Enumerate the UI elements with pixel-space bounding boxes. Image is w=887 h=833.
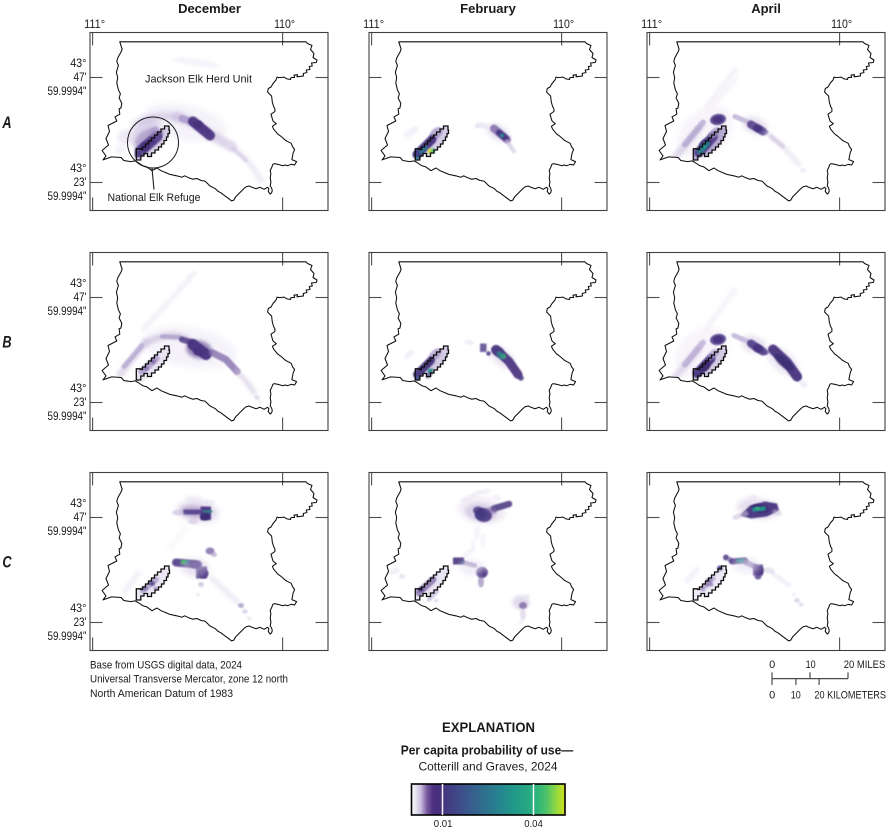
svg-text:Universal Transverse Mercator,: Universal Transverse Mercator, zone 12 n… (90, 674, 288, 686)
svg-text:59.9994": 59.9994" (48, 526, 87, 538)
svg-text:110°: 110° (831, 19, 852, 31)
svg-text:20 MILES: 20 MILES (844, 659, 886, 671)
svg-text:0.04: 0.04 (524, 818, 543, 830)
svg-text:December: December (178, 1, 241, 16)
svg-text:Jackson Elk Herd Unit: Jackson Elk Herd Unit (145, 74, 252, 86)
svg-text:43°: 43° (70, 383, 86, 395)
svg-text:43°: 43° (70, 163, 86, 175)
svg-text:111°: 111° (84, 19, 105, 31)
svg-text:April: April (751, 1, 781, 16)
svg-text:A: A (2, 114, 12, 132)
svg-text:February: February (460, 1, 516, 16)
svg-text:47': 47' (74, 72, 87, 84)
svg-text:43°: 43° (70, 603, 86, 615)
svg-text:Cotterill and Graves, 2024: Cotterill and Graves, 2024 (419, 760, 558, 774)
svg-text:110°: 110° (553, 19, 574, 31)
svg-text:111°: 111° (363, 19, 384, 31)
svg-text:23': 23' (74, 177, 87, 189)
svg-text:110°: 110° (274, 19, 295, 31)
svg-text:B: B (2, 334, 11, 352)
svg-text:111°: 111° (641, 19, 662, 31)
svg-text:43°: 43° (70, 58, 86, 70)
svg-text:10: 10 (791, 690, 801, 702)
svg-text:43°: 43° (70, 498, 86, 510)
svg-text:43°: 43° (70, 278, 86, 290)
svg-text:0: 0 (769, 659, 775, 671)
svg-text:23': 23' (74, 397, 87, 409)
svg-text:C: C (2, 554, 12, 572)
svg-text:47': 47' (74, 512, 87, 524)
svg-text:Per capita probability of use—: Per capita probability of use— (401, 743, 574, 758)
svg-text:23': 23' (74, 617, 87, 629)
svg-text:EXPLANATION: EXPLANATION (442, 720, 535, 735)
svg-text:North American Datum of 1983: North American Datum of 1983 (90, 688, 233, 700)
svg-text:Base from USGS digital data, 2: Base from USGS digital data, 2024 (90, 660, 242, 672)
svg-text:59.9994": 59.9994" (48, 411, 87, 423)
svg-text:0.01: 0.01 (434, 818, 453, 830)
svg-text:National Elk Refuge: National Elk Refuge (108, 192, 201, 204)
svg-text:47': 47' (74, 292, 87, 304)
svg-text:59.9994": 59.9994" (48, 631, 87, 643)
svg-text:59.9994": 59.9994" (48, 306, 87, 318)
svg-text:59.9994": 59.9994" (48, 86, 87, 98)
svg-text:20 KILOMETERS: 20 KILOMETERS (814, 690, 886, 702)
svg-text:10: 10 (806, 659, 816, 671)
svg-text:59.9994": 59.9994" (48, 191, 87, 203)
svg-text:0: 0 (769, 690, 775, 702)
